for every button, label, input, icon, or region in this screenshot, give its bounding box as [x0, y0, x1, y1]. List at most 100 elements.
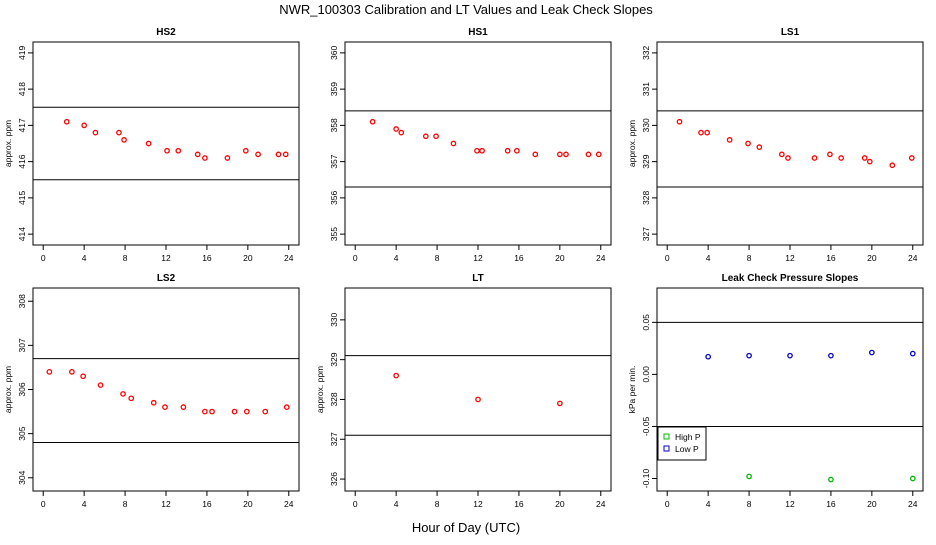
- y-tick-label: -0.05: [641, 416, 651, 436]
- data-point: [275, 151, 282, 158]
- x-tick-label: 8: [123, 499, 128, 509]
- panel-title: HS1: [468, 27, 488, 38]
- panel: LS2 0 4 8 12 16 20 24 304 305 306 307 308 approx. ppm: [3, 273, 300, 509]
- data-point: [585, 151, 592, 158]
- data-point: [778, 151, 785, 158]
- legend-swatch: [663, 445, 670, 452]
- x-tick-label: 16: [826, 499, 836, 509]
- plot-frame: [344, 41, 612, 246]
- data-point: [785, 155, 791, 161]
- x-tick-label: 12: [161, 253, 171, 263]
- y-tick-label: 306: [17, 382, 27, 396]
- data-point: [787, 352, 793, 359]
- x-tick-label: 24: [284, 253, 294, 263]
- figure-title: NWR_100303 Calibration and LT Values and…: [279, 2, 653, 17]
- y-tick-label: 305: [17, 426, 27, 440]
- data-point: [745, 140, 751, 147]
- x-tick-label: 4: [394, 499, 399, 509]
- data-point: [450, 140, 457, 147]
- y-tick-label: 416: [17, 154, 27, 168]
- x-tick-label: 24: [596, 253, 606, 263]
- y-tick-label: 355: [329, 227, 339, 241]
- data-point: [861, 155, 868, 161]
- data-point: [202, 155, 208, 161]
- y-tick-label: 330: [329, 312, 339, 326]
- plot-frame: [32, 41, 300, 246]
- data-point: [69, 368, 75, 375]
- x-tick-label: 20: [867, 253, 877, 263]
- data-point: [909, 350, 916, 357]
- panel: Leak Check Pressure Slopes 0 4 8 12 16 20 24 -0.…: [627, 273, 924, 509]
- x-tick-label: 0: [353, 253, 358, 263]
- x-tick-label: 16: [202, 253, 212, 263]
- data-point: [231, 408, 238, 415]
- data-point: [563, 151, 569, 158]
- panel-title: LT: [472, 273, 483, 284]
- x-tick-label: 24: [596, 499, 606, 509]
- panel-title: LS2: [157, 273, 176, 284]
- data-point: [532, 151, 539, 158]
- x-tick-label: 0: [41, 499, 46, 509]
- data-point: [92, 129, 99, 136]
- x-tick-label: 8: [435, 253, 440, 263]
- y-tick-label: 417: [17, 118, 27, 132]
- y-axis-label: approx. ppm: [3, 366, 13, 413]
- data-point: [46, 368, 53, 375]
- data-point: [194, 151, 201, 158]
- y-tick-label: 329: [641, 154, 651, 168]
- x-tick-label: 4: [706, 253, 711, 263]
- data-point: [746, 473, 752, 480]
- y-axis-label: kPa per min.: [627, 366, 637, 414]
- y-tick-label: -0.10: [641, 469, 651, 489]
- data-point: [433, 133, 439, 140]
- x-tick-label: 16: [514, 499, 524, 509]
- y-tick-label: 357: [329, 154, 339, 168]
- x-tick-label: 12: [473, 253, 483, 263]
- y-tick-label: 360: [329, 46, 339, 60]
- y-tick-label: 330: [641, 118, 651, 132]
- y-tick-label: 359: [329, 82, 339, 96]
- panel-title: LS1: [781, 27, 800, 38]
- data-point: [262, 408, 269, 415]
- y-axis-label: approx. ppm: [315, 366, 325, 413]
- y-tick-label: 356: [329, 191, 339, 205]
- data-point: [369, 118, 376, 125]
- data-point: [705, 353, 712, 360]
- data-point: [120, 391, 126, 397]
- y-tick-label: 419: [17, 46, 27, 60]
- y-tick-label: 326: [329, 472, 339, 486]
- y-axis-label: approx. ppm: [3, 120, 13, 167]
- data-point: [827, 151, 833, 158]
- x-tick-label: 20: [555, 253, 565, 263]
- data-point: [81, 122, 88, 129]
- y-axis-label: approx. ppm: [627, 120, 637, 167]
- data-point: [202, 408, 208, 415]
- data-point: [180, 404, 187, 411]
- data-point: [908, 155, 915, 161]
- plot-frame: [344, 287, 612, 492]
- data-point: [479, 147, 485, 154]
- data-point: [393, 372, 400, 379]
- plot-frame: [656, 41, 924, 246]
- data-point: [756, 144, 763, 150]
- x-tick-label: 20: [243, 253, 253, 263]
- plot-frame: [32, 287, 300, 492]
- x-tick-label: 12: [785, 499, 795, 509]
- data-point: [746, 352, 752, 359]
- panel: LS1 0 4 8 12 16 20 24 327 328 329 330 331 332 approx. …: [627, 27, 924, 263]
- x-tick-label: 0: [665, 253, 670, 263]
- y-tick-label: 331: [641, 82, 651, 96]
- data-point: [868, 349, 875, 356]
- x-tick-label: 8: [435, 499, 440, 509]
- x-tick-label: 16: [514, 253, 524, 263]
- data-point: [282, 151, 289, 158]
- data-point: [866, 158, 873, 165]
- data-point: [80, 373, 86, 380]
- data-point: [828, 352, 834, 359]
- y-tick-label: 308: [17, 294, 27, 308]
- data-point: [283, 404, 290, 411]
- x-tick-label: 12: [161, 499, 171, 509]
- x-tick-label: 16: [202, 499, 212, 509]
